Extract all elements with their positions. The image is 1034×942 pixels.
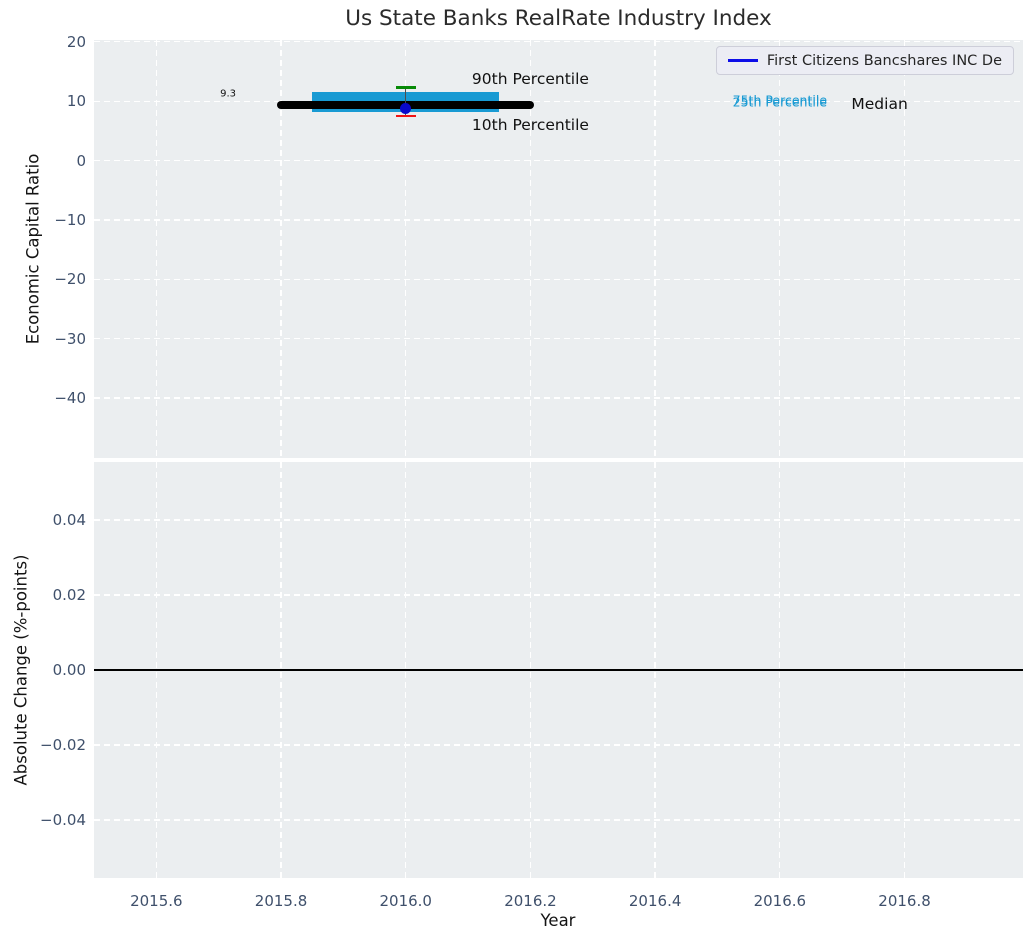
x-tick-label: 2016.8 bbox=[878, 892, 931, 910]
y-axis-label-top: Economic Capital Ratio bbox=[23, 153, 43, 345]
y-gridline bbox=[94, 278, 1023, 280]
annotation-10th-percentile: 10th Percentile bbox=[471, 115, 589, 134]
y-tick-label: −10 bbox=[54, 210, 86, 229]
annotation-median: Median bbox=[851, 95, 908, 114]
y-tick-label: −40 bbox=[54, 389, 86, 408]
company-errorbar-stem bbox=[404, 87, 407, 116]
x-gridline bbox=[405, 40, 407, 458]
x-tick-label: 2015.6 bbox=[130, 892, 183, 910]
company-errorbar-cap-low bbox=[395, 114, 416, 118]
x-gridline bbox=[654, 40, 656, 458]
x-gridline bbox=[779, 40, 781, 458]
legend-line-icon bbox=[727, 59, 758, 62]
annotation-75th-percentile: 75th Percentile bbox=[732, 92, 828, 108]
y-axis-label-bottom: Absolute Change (%-points) bbox=[11, 554, 31, 786]
annotation-25th-percentile: 25th Percentile bbox=[732, 94, 828, 110]
y-gridline bbox=[94, 41, 1023, 43]
chart-title: Us State Banks RealRate Industry Index bbox=[345, 6, 772, 31]
y-gridline bbox=[94, 338, 1023, 340]
zero-line bbox=[94, 668, 1023, 672]
y-tick-label: 20 bbox=[66, 32, 86, 51]
y-tick-label: −20 bbox=[54, 270, 86, 289]
company-errorbar-cap-high bbox=[395, 86, 416, 89]
x-gridline bbox=[280, 40, 282, 458]
y-gridline bbox=[94, 594, 1023, 596]
y-gridline bbox=[94, 519, 1023, 521]
top-plot-area bbox=[94, 40, 1023, 458]
y-tick-label: 0 bbox=[76, 151, 86, 170]
y-gridline bbox=[94, 397, 1023, 399]
y-tick-label: −0.04 bbox=[40, 810, 86, 829]
x-tick-label: 2016.2 bbox=[504, 892, 557, 910]
legend-entry-label: First Citizens Bancshares INC De bbox=[766, 52, 1002, 69]
y-tick-label: 10 bbox=[66, 92, 86, 111]
x-gridline bbox=[529, 40, 532, 458]
x-tick-label: 2016.4 bbox=[628, 892, 682, 910]
x-tick-label: 2016.6 bbox=[753, 892, 807, 910]
y-tick-label: 0.02 bbox=[52, 586, 86, 605]
x-gridline bbox=[903, 40, 906, 458]
company-point bbox=[400, 103, 412, 115]
y-tick-label: −30 bbox=[54, 329, 86, 348]
y-gridline bbox=[94, 819, 1023, 821]
y-tick-label: −0.02 bbox=[40, 735, 86, 754]
median-value-label: 9.3 bbox=[220, 88, 236, 100]
y-tick-label: 0.00 bbox=[52, 661, 86, 679]
x-tick-label: 2015.8 bbox=[254, 892, 308, 910]
y-gridline bbox=[94, 100, 1023, 102]
x-axis-label: Year bbox=[540, 911, 576, 930]
legend: First Citizens Bancshares INC De bbox=[715, 46, 1014, 75]
x-tick-label: 2016.0 bbox=[379, 892, 432, 910]
y-tick-label: 0.04 bbox=[52, 511, 86, 530]
x-gridline bbox=[155, 40, 157, 458]
y-gridline bbox=[94, 744, 1023, 746]
annotation-90th-percentile: 90th Percentile bbox=[471, 69, 589, 88]
y-gridline bbox=[94, 159, 1023, 162]
y-gridline bbox=[94, 219, 1023, 221]
